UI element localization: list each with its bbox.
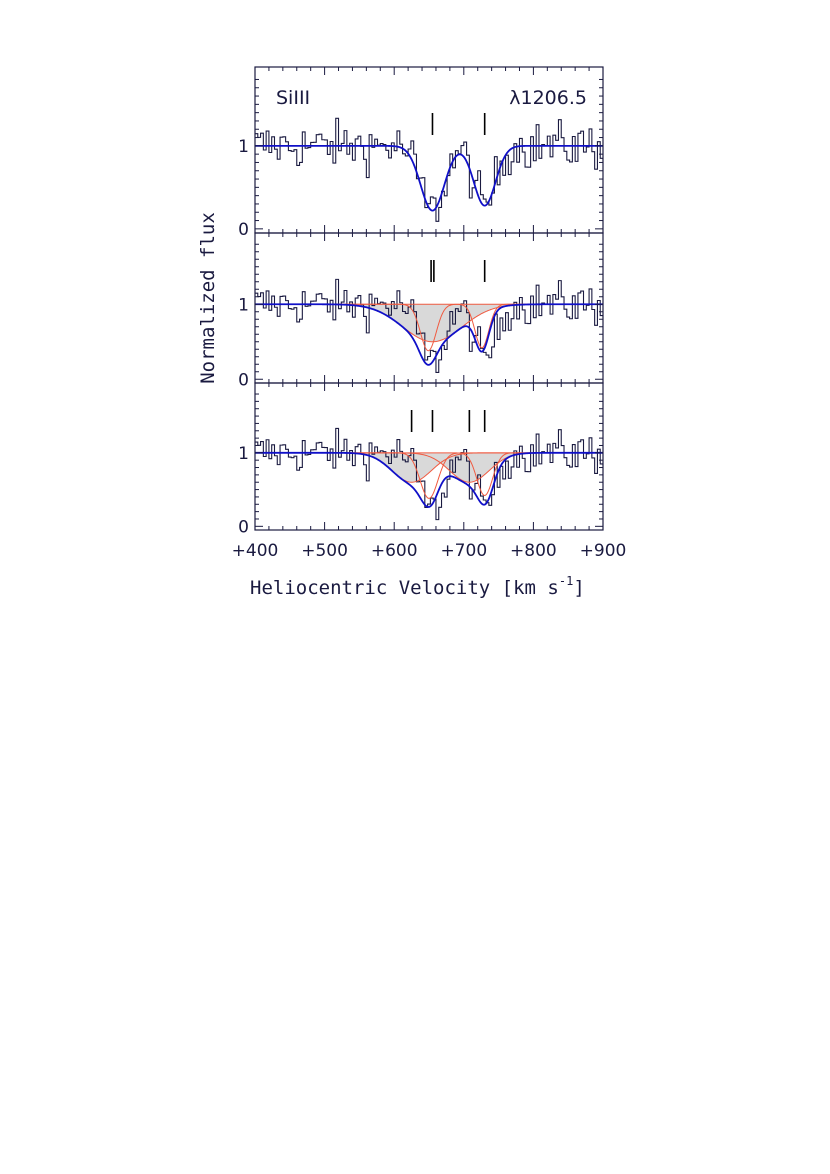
x-tick-label-1: +500 bbox=[301, 541, 348, 561]
panel-3-y-tick-label-0: 0 bbox=[238, 517, 249, 537]
y-axis-label: Normalized flux bbox=[197, 212, 219, 384]
panel-3-y-tick-label-1: 1 bbox=[238, 444, 249, 464]
x-axis-label-main: Heliocentric Velocity [km s bbox=[250, 577, 559, 599]
panel-2-plot-area bbox=[255, 278, 603, 373]
panel-3-observed-spectrum bbox=[255, 427, 603, 521]
panel-1-observed-spectrum bbox=[255, 117, 603, 222]
panel-3-model-fit bbox=[255, 451, 603, 508]
panel-1-plot-area bbox=[255, 117, 603, 222]
x-tick-label-4: +800 bbox=[510, 541, 557, 561]
panel-1-y-tick-label-1: 1 bbox=[238, 137, 249, 157]
x-tick-label-0: +400 bbox=[232, 541, 279, 561]
x-axis-label-sup: -1 bbox=[559, 574, 573, 588]
line-wavelength-label: λ1206.5 bbox=[509, 87, 587, 109]
panel-2-y-tick-label-0: 0 bbox=[238, 370, 249, 390]
ion-label: SiIII bbox=[276, 87, 310, 109]
panel-1-model-fit bbox=[255, 144, 603, 212]
x-axis-label-close: ] bbox=[573, 577, 584, 599]
panel-2-model-fit bbox=[255, 303, 603, 366]
panel-2-shaded-component-0 bbox=[255, 304, 603, 342]
panel-3-frame bbox=[254, 382, 604, 531]
panel-2-observed-spectrum bbox=[255, 278, 603, 373]
panel-1-y-tick-label-0: 0 bbox=[238, 220, 249, 240]
x-axis-label: Heliocentric Velocity [km s-1] bbox=[250, 574, 585, 599]
x-tick-label-2: +600 bbox=[371, 541, 418, 561]
panel-2: 01 bbox=[238, 232, 604, 390]
x-tick-label-3: +700 bbox=[440, 541, 487, 561]
x-tick-labels: +400 +500 +600 +700 +800 +900 bbox=[232, 541, 627, 561]
panel-3-shaded-component-0 bbox=[255, 452, 603, 483]
panel-3: 01 bbox=[238, 382, 604, 537]
panel-2-y-tick-label-1: 1 bbox=[238, 295, 249, 315]
panel-3-plot-area bbox=[255, 427, 603, 521]
x-tick-label-5: +900 bbox=[580, 541, 627, 561]
